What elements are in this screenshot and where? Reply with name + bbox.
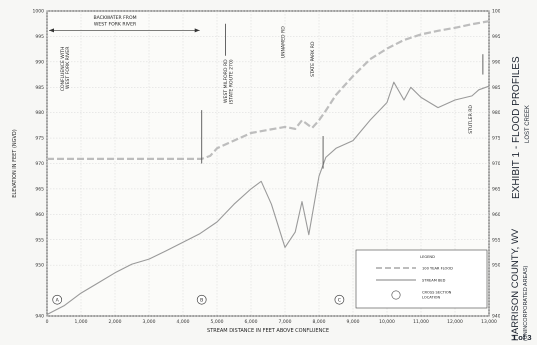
feature-label: WEST FORK RIVER [65,46,71,89]
x-tick-label: 1,000 [75,319,88,325]
stream-name: LOST CREEK [525,105,531,143]
x-axis-title: STREAM DISTANCE IN FEET ABOVE CONFLUENCE [207,328,329,334]
section-marker-label: B [200,297,203,303]
county-name: HARRISON COUNTY, WV [510,228,521,341]
y-tick-label-right: 955 [492,237,500,243]
section-marker [52,294,63,305]
y-tick-label-left: 975 [35,136,44,142]
section-marker-label: A [56,297,60,303]
legend-marker-swatch [391,290,401,300]
section-marker [334,294,345,305]
stream-bed-line [46,81,490,315]
arrow-head-left [49,28,54,33]
flood-100yr-line [47,20,490,160]
feature-label: CONFLUENCE WITH [60,47,66,92]
legend-box [355,249,488,309]
y-tick-label-right: 975 [492,136,500,142]
y-tick-label-left: 980 [35,110,44,116]
y-tick-label-right: 940 [492,314,500,320]
y-tick-label-left: 960 [35,212,44,218]
y-tick-label-left: 990 [35,59,44,65]
legend-flood-label: 100 YEAR FLOOD [422,267,453,271]
x-tick-label: 4,000 [177,319,190,325]
y-tick-label-right: 960 [492,212,500,218]
title-block: EXHIBIT 1 - FLOOD PROFILES LOST CREEK HA… [502,3,536,343]
y-tick-label-right: 985 [492,85,500,91]
y-axis-title: ELEVATION IN FEET (NGVD) [12,129,18,198]
x-tick-label: 9,000 [347,319,360,325]
y-tick-label-left: 950 [35,263,44,269]
backwater-label: BACKWATER FROM [93,15,136,21]
x-tick-label: 13,000 [481,319,497,325]
y-tick-label-right: 995 [492,34,500,40]
x-tick-label: 2,000 [109,319,122,325]
x-tick-label: 8,000 [313,319,326,325]
y-tick-label-left: 970 [35,161,44,167]
y-tick-label-left: 965 [35,186,44,192]
arrow-head-right [194,28,200,33]
y-tick-label-right: 1000 [492,9,500,15]
y-tick-label-left: 940 [35,314,44,320]
x-tick-label: 11,000 [413,319,429,325]
legend-bed-label: STREAM BED [422,279,446,283]
legend-loc-label: LOCATION [422,296,440,300]
feature-label: STATE PARK RD [310,41,316,77]
exhibit-title: EXHIBIT 1 - FLOOD PROFILES [511,56,522,199]
y-tick-label-right: 970 [492,161,500,167]
y-tick-label-left: 985 [35,85,44,91]
feature-label: UNNAMED RD [280,26,286,58]
area-name: (UNINCORPORATED AREAS) [523,265,529,341]
y-tick-label-right: 965 [492,186,500,192]
x-tick-label: 6,000 [245,319,258,325]
y-tick-label-left: 1000 [33,9,45,15]
y-tick-label-left: 955 [35,237,44,243]
backwater-label: WEST FORK RIVER [94,22,137,28]
y-tick-label-left: 995 [35,34,44,40]
y-tick-label-right: 950 [492,263,500,269]
flood-profile-chart: 0 1,000 2,000 3,000 4,000 5,000 6,000 7,000 8,00… [12,9,500,335]
x-tick-label: 5,000 [211,319,224,325]
section-marker [196,294,207,305]
y-tick-label-right: 980 [492,110,500,116]
x-tick-label: 7,000 [279,319,292,325]
feature-label: WEST MILFORD RD [223,59,229,103]
x-tick-label: 10,000 [379,319,395,325]
section-marker-label: C [338,297,341,303]
legend-xs-label: CROSS SECTION [422,291,452,295]
x-tick-label: 12,000 [447,319,463,325]
legend-title: LEGEND [420,255,435,259]
x-tick-label: 3,000 [143,319,156,325]
feature-label: STUTLER RD [468,105,474,134]
sheet-number: 1 of 3 [512,333,532,342]
feature-label: (STATE ROUTE 270) [228,59,234,104]
y-tick-label-right: 990 [492,59,500,65]
x-tick-label: 0 [46,319,49,325]
